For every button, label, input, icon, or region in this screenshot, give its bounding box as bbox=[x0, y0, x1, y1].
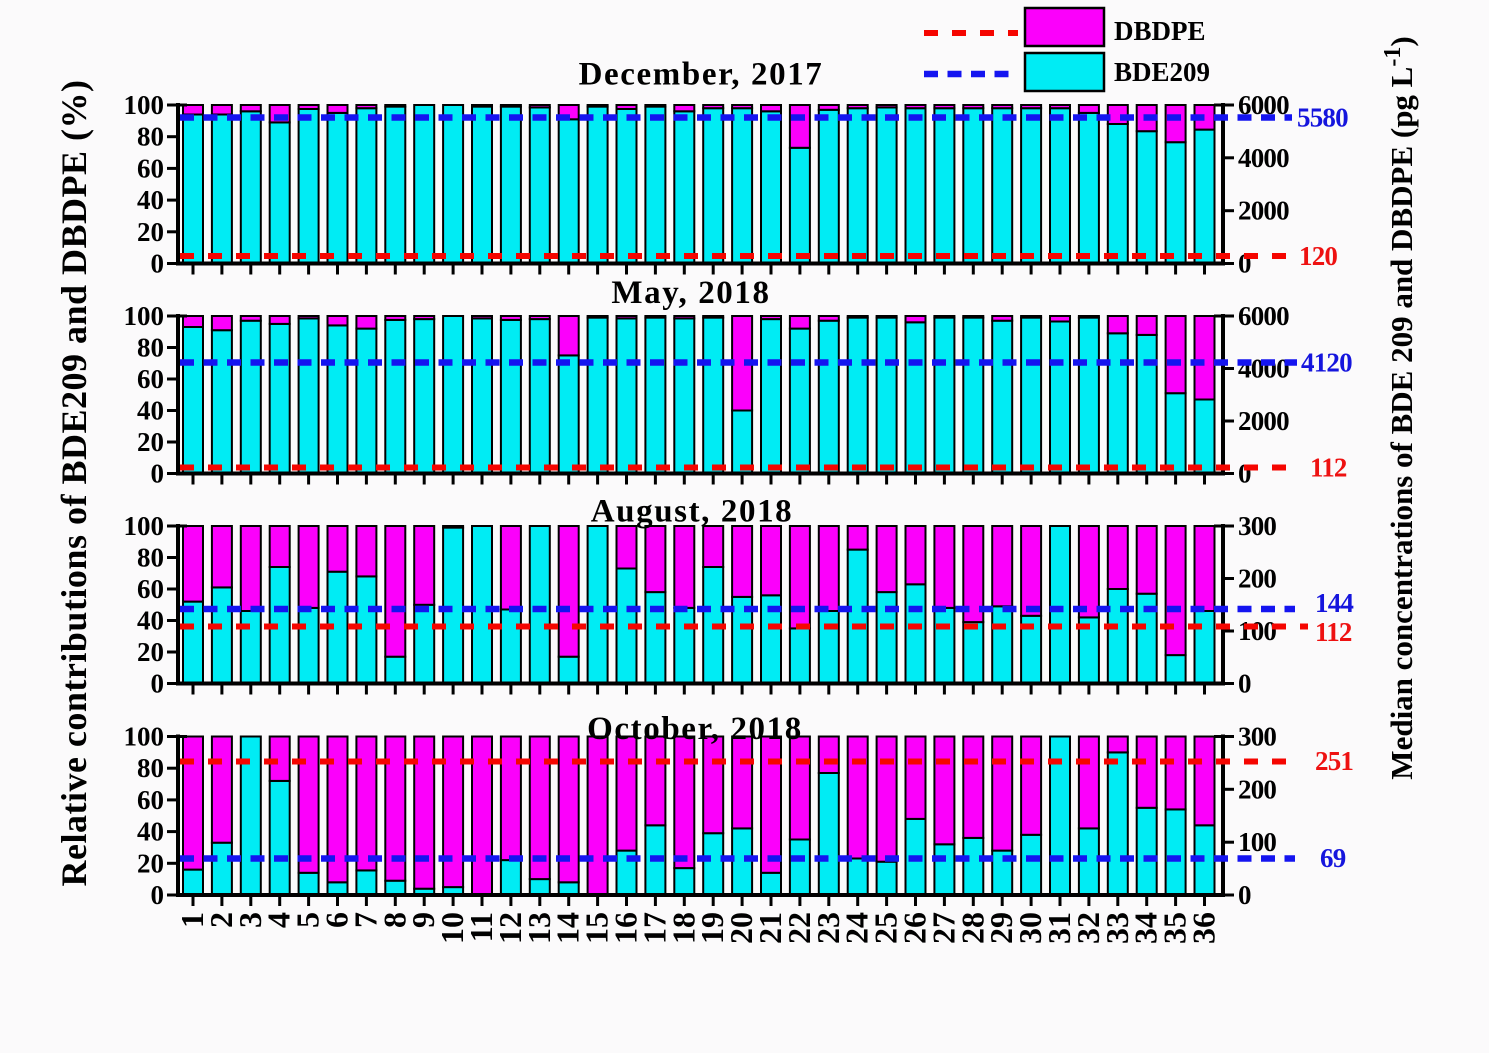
svg-text:40: 40 bbox=[137, 606, 164, 636]
svg-text:300: 300 bbox=[1238, 511, 1276, 541]
svg-text:1: 1 bbox=[174, 912, 210, 928]
svg-text:2000: 2000 bbox=[1238, 406, 1289, 436]
svg-text:40: 40 bbox=[137, 396, 164, 426]
svg-text:25: 25 bbox=[868, 912, 904, 944]
svg-text:20: 20 bbox=[137, 637, 164, 667]
svg-text:0: 0 bbox=[151, 880, 165, 910]
svg-text:32: 32 bbox=[1070, 912, 1106, 944]
svg-text:100: 100 bbox=[1238, 827, 1276, 857]
svg-text:0: 0 bbox=[1238, 880, 1251, 910]
svg-text:60: 60 bbox=[137, 153, 164, 183]
svg-text:31: 31 bbox=[1041, 912, 1077, 944]
svg-text:18: 18 bbox=[665, 912, 701, 944]
svg-text:14: 14 bbox=[550, 912, 586, 944]
svg-text:10: 10 bbox=[434, 912, 470, 944]
svg-text:DBDPE: DBDPE bbox=[1114, 16, 1206, 46]
svg-text:112: 112 bbox=[1310, 453, 1347, 483]
svg-text:60: 60 bbox=[137, 785, 164, 815]
svg-text:6: 6 bbox=[319, 912, 355, 928]
svg-text:3: 3 bbox=[232, 912, 268, 928]
svg-text:0: 0 bbox=[151, 669, 165, 699]
svg-text:May, 2018: May, 2018 bbox=[611, 275, 770, 311]
svg-text:200: 200 bbox=[1238, 564, 1276, 594]
svg-text:2000: 2000 bbox=[1238, 196, 1289, 226]
svg-text:5580: 5580 bbox=[1297, 103, 1348, 133]
svg-text:28: 28 bbox=[954, 912, 990, 944]
svg-text:80: 80 bbox=[137, 122, 164, 152]
svg-text:11: 11 bbox=[463, 912, 499, 942]
svg-text:Median concentrations of BDE 2: Median concentrations of BDE 209 and DBD… bbox=[1380, 36, 1419, 779]
svg-text:100: 100 bbox=[124, 511, 165, 541]
svg-text:69: 69 bbox=[1320, 843, 1346, 873]
svg-text:22: 22 bbox=[781, 912, 817, 944]
svg-text:4000: 4000 bbox=[1238, 354, 1289, 384]
svg-text:9: 9 bbox=[405, 912, 441, 928]
svg-text:8: 8 bbox=[376, 912, 412, 928]
svg-text:34: 34 bbox=[1128, 912, 1164, 944]
svg-text:24: 24 bbox=[839, 912, 875, 944]
svg-text:80: 80 bbox=[137, 543, 164, 573]
svg-text:December, 2017: December, 2017 bbox=[579, 57, 824, 93]
svg-text:0: 0 bbox=[1238, 459, 1251, 489]
svg-text:120: 120 bbox=[1299, 241, 1337, 271]
svg-text:October, 2018: October, 2018 bbox=[587, 711, 803, 747]
svg-text:100: 100 bbox=[124, 301, 165, 331]
svg-text:80: 80 bbox=[137, 333, 164, 363]
svg-text:26: 26 bbox=[897, 912, 933, 944]
svg-text:2: 2 bbox=[203, 912, 239, 928]
svg-text:17: 17 bbox=[636, 912, 672, 944]
svg-text:20: 20 bbox=[137, 427, 164, 457]
svg-text:251: 251 bbox=[1315, 746, 1353, 776]
svg-text:0: 0 bbox=[1238, 669, 1251, 699]
svg-text:5: 5 bbox=[290, 912, 326, 928]
svg-text:144: 144 bbox=[1315, 588, 1353, 618]
svg-text:6000: 6000 bbox=[1238, 301, 1289, 331]
svg-text:100: 100 bbox=[1238, 616, 1276, 646]
svg-text:August, 2018: August, 2018 bbox=[591, 494, 794, 530]
svg-text:20: 20 bbox=[137, 848, 164, 878]
svg-text:27: 27 bbox=[925, 912, 961, 944]
svg-text:16: 16 bbox=[608, 912, 644, 944]
svg-text:19: 19 bbox=[694, 912, 730, 944]
svg-text:7: 7 bbox=[347, 912, 383, 928]
svg-text:4: 4 bbox=[261, 912, 297, 928]
svg-text:20: 20 bbox=[137, 217, 164, 247]
svg-text:30: 30 bbox=[1012, 912, 1048, 944]
svg-text:21: 21 bbox=[752, 912, 788, 944]
svg-text:0: 0 bbox=[151, 249, 165, 279]
svg-text:80: 80 bbox=[137, 753, 164, 783]
svg-text:13: 13 bbox=[521, 912, 557, 944]
svg-text:Relative contributions of BDE2: Relative contributions of BDE209 and DBD… bbox=[54, 79, 94, 886]
svg-text:BDE209: BDE209 bbox=[1114, 57, 1210, 87]
svg-text:0: 0 bbox=[151, 459, 165, 489]
svg-text:40: 40 bbox=[137, 185, 164, 215]
svg-text:100: 100 bbox=[124, 90, 165, 120]
svg-text:4120: 4120 bbox=[1301, 348, 1352, 378]
svg-text:36: 36 bbox=[1186, 912, 1222, 944]
svg-text:12: 12 bbox=[492, 912, 528, 944]
svg-text:35: 35 bbox=[1157, 912, 1193, 944]
svg-text:15: 15 bbox=[579, 912, 615, 944]
svg-text:29: 29 bbox=[983, 912, 1019, 944]
svg-text:112: 112 bbox=[1315, 617, 1352, 647]
svg-text:300: 300 bbox=[1238, 722, 1276, 752]
svg-text:60: 60 bbox=[137, 364, 164, 394]
svg-text:33: 33 bbox=[1099, 912, 1135, 944]
svg-text:20: 20 bbox=[723, 912, 759, 944]
svg-text:4000: 4000 bbox=[1238, 143, 1289, 173]
svg-text:200: 200 bbox=[1238, 774, 1276, 804]
svg-text:23: 23 bbox=[810, 912, 846, 944]
svg-text:40: 40 bbox=[137, 817, 164, 847]
svg-text:100: 100 bbox=[124, 722, 165, 752]
svg-text:60: 60 bbox=[137, 574, 164, 604]
